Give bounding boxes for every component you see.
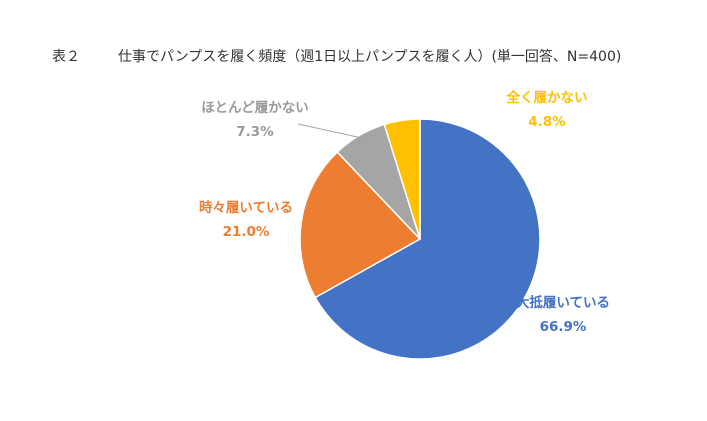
label-rarely-value: 7.3% [236,124,274,140]
label-mostly-name: 大抵履いている [516,294,610,311]
label-sometimes-name: 時々履いている [199,199,293,216]
pie-labels: 大抵履いている 66.9% 時々履いている 21.0% ほとんど履かない 7.3% 全く履か… [199,89,610,335]
label-rarely-name: ほとんど履かない [201,99,309,116]
label-sometimes-value: 21.0% [223,224,270,240]
pie-slices [299,118,541,360]
slice-mostly [314,118,541,360]
slice-sometimes [299,150,422,299]
leader-line [297,123,363,139]
chart-title: 仕事でパンプスを履く頻度（週1日以上パンプスを履く人）(単一回答、N=400) [118,49,622,65]
label-never-value: 4.8% [528,114,566,130]
table-number: 表２ [52,49,80,65]
label-never-name: 全く履かない [506,89,588,106]
label-mostly-value: 66.9% [540,319,587,335]
slice-never [383,118,421,240]
